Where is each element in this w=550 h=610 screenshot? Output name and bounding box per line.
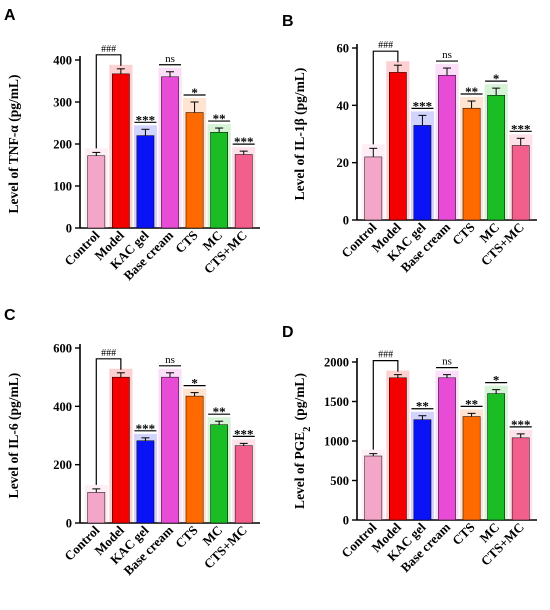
- y-tick-label: 200: [53, 138, 72, 152]
- y-tick-label: 0: [343, 214, 349, 228]
- x-tick-label: CTS: [449, 220, 477, 248]
- y-axis-title: Level of TNF-α (pg/mL): [6, 75, 21, 214]
- bar-model: [389, 377, 407, 521]
- bar-cts: [185, 112, 204, 229]
- bar-model: [112, 376, 130, 524]
- y-tick-label: 1500: [324, 395, 349, 409]
- bar-cts-mc: [511, 437, 530, 521]
- y-tick-label: 200: [53, 458, 72, 472]
- bar-base-cream: [438, 74, 456, 221]
- bar-control: [87, 492, 106, 524]
- y-tick-label: 400: [53, 54, 72, 68]
- bar-control: [364, 156, 383, 221]
- y-tick-label: 1000: [324, 435, 349, 449]
- y-tick-label: 0: [66, 517, 72, 531]
- y-tick-label: 300: [53, 96, 72, 110]
- bar-kac-gel: [413, 419, 432, 521]
- panel-label: A: [4, 7, 16, 24]
- control-model-marker: ###: [378, 40, 393, 51]
- significance-label: ***: [511, 417, 531, 432]
- control-model-bracket: [372, 360, 399, 450]
- y-tick-label: 600: [53, 342, 72, 356]
- bar-model: [112, 73, 130, 229]
- significance-label: **: [416, 399, 429, 414]
- significance-label: ns: [165, 354, 175, 366]
- bar-cts-mc: [234, 154, 253, 229]
- y-axis-title: Level of PGE2 (pg/mL): [292, 373, 313, 509]
- panel-label: B: [282, 13, 294, 30]
- y-tick-label: 500: [330, 474, 349, 488]
- significance-label: *: [191, 85, 198, 100]
- bar-control: [87, 155, 106, 229]
- panel-label: C: [4, 307, 16, 324]
- significance-label: ns: [442, 49, 452, 61]
- significance-label: *: [493, 373, 500, 388]
- bar-cts-mc: [234, 445, 253, 524]
- bar-mc: [210, 424, 228, 524]
- y-tick-label: 20: [337, 156, 350, 170]
- bar-cts: [185, 395, 204, 524]
- bar-kac-gel: [413, 125, 432, 221]
- y-axis-title: Level of IL-1β (pg/mL): [292, 68, 307, 201]
- significance-label: ns: [442, 356, 452, 368]
- significance-label: **: [465, 396, 478, 411]
- y-tick-label: 0: [343, 514, 349, 528]
- bar-base-cream: [161, 376, 179, 524]
- significance-label: ns: [165, 53, 175, 65]
- bar-cts-mc: [511, 145, 530, 221]
- significance-label: ***: [136, 421, 156, 436]
- bar-base-cream: [161, 76, 179, 229]
- significance-label: ***: [413, 98, 433, 113]
- y-tick-label: 40: [337, 99, 350, 113]
- significance-label: **: [213, 404, 226, 419]
- bar-cts: [462, 416, 481, 521]
- significance-label: ***: [234, 426, 254, 441]
- y-tick-label: 100: [53, 180, 72, 194]
- bar-kac-gel: [136, 440, 155, 524]
- control-model-bracket: [372, 50, 399, 145]
- significance-label: ***: [136, 112, 156, 127]
- y-axis-title: Level of IL-6 (pg/mL): [6, 373, 21, 499]
- y-tick-label: 60: [337, 42, 350, 56]
- y-tick-label: 400: [53, 400, 72, 414]
- y-tick-label: 2000: [324, 356, 349, 370]
- significance-label: ***: [234, 134, 254, 149]
- control-model-marker: ###: [101, 44, 116, 55]
- significance-label: *: [191, 376, 198, 391]
- control-model-bracket: [95, 54, 122, 149]
- bar-kac-gel: [136, 135, 155, 229]
- bar-mc: [487, 95, 505, 221]
- x-tick-label: CTS: [172, 523, 200, 551]
- significance-label: **: [213, 111, 226, 126]
- bar-cts: [462, 107, 481, 221]
- significance-label: ***: [511, 121, 531, 136]
- bar-mc: [210, 131, 228, 229]
- control-model-bracket: [95, 358, 122, 485]
- control-model-marker: ###: [378, 350, 393, 361]
- bar-base-cream: [438, 377, 456, 521]
- y-tick-label: 0: [66, 222, 72, 236]
- bar-model: [389, 72, 407, 221]
- bar-mc: [487, 393, 505, 521]
- control-model-marker: ###: [101, 348, 116, 359]
- x-tick-label: CTS: [172, 228, 200, 256]
- x-tick-label: CTS: [449, 520, 477, 548]
- panel-label: D: [282, 324, 294, 341]
- bar-control: [364, 455, 383, 521]
- significance-label: *: [493, 71, 500, 86]
- significance-label: **: [465, 84, 478, 99]
